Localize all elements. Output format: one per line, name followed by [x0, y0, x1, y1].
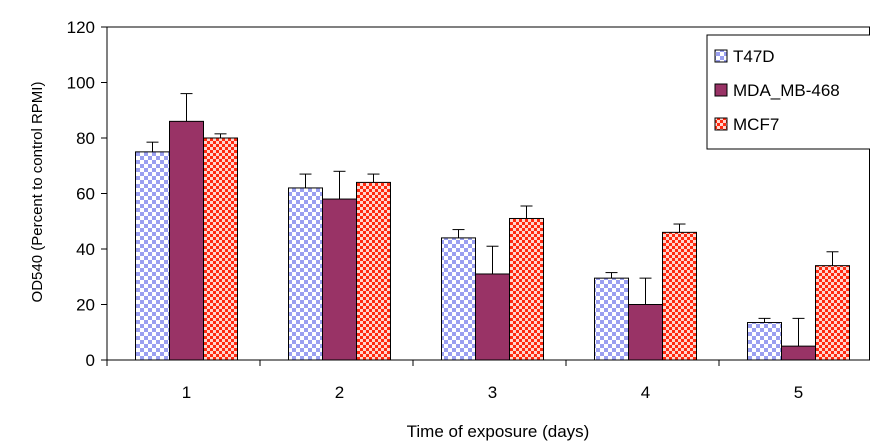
bar-t47d-1 [135, 151, 170, 361]
legend-swatch [714, 117, 728, 131]
bar-t47d-4 [594, 277, 629, 361]
y-tick-label: 40 [76, 240, 95, 259]
bar-mda-mb-468-3 [475, 273, 510, 361]
y-tick-label: 60 [76, 185, 95, 204]
legend-swatch [714, 49, 728, 63]
bar-mda-mb-468-5 [781, 345, 816, 361]
legend-label: MDA_MB-468 [733, 81, 840, 100]
bar-mda-mb-468-1 [169, 120, 204, 361]
bar-mcf7-5 [815, 265, 850, 361]
x-axis-label: Time of exposure (days) [407, 422, 590, 441]
y-tick-label: 80 [76, 129, 95, 148]
x-tick-label: 2 [335, 383, 344, 402]
legend-label: T47D [733, 47, 775, 66]
x-tick-label: 1 [182, 383, 191, 402]
bar-mda-mb-468-2 [322, 198, 357, 361]
y-axis: 0 20 40 60 80 100 120 [67, 18, 108, 370]
x-tick-label: 3 [488, 383, 497, 402]
x-axis: 1 2 3 4 5 [106, 359, 870, 402]
legend: T47D MDA_MB-468 MCF7 [706, 34, 870, 150]
legend-box [706, 34, 870, 150]
y-tick-label: 120 [67, 18, 95, 37]
x-tick-label: 4 [641, 383, 650, 402]
y-axis-label: OD540 (Percent to control RPMI) [29, 82, 46, 303]
bars-group [135, 120, 850, 361]
x-tick-label: 5 [794, 383, 803, 402]
legend-label: MCF7 [733, 115, 779, 134]
bar-mcf7-3 [509, 217, 544, 361]
bar-t47d-3 [441, 237, 476, 361]
bar-mda-mb-468-4 [628, 304, 663, 361]
y-tick-label: 100 [67, 74, 95, 93]
y-tick-label: 20 [76, 296, 95, 315]
bar-mcf7-4 [662, 231, 697, 361]
bar-mcf7-1 [203, 137, 238, 361]
legend-swatch [714, 83, 728, 97]
y-tick-label: 0 [86, 351, 95, 370]
bar-mcf7-2 [356, 181, 391, 361]
error-bars-group [146, 93, 839, 347]
bar-t47d-2 [288, 187, 323, 361]
bar-t47d-5 [747, 322, 782, 361]
